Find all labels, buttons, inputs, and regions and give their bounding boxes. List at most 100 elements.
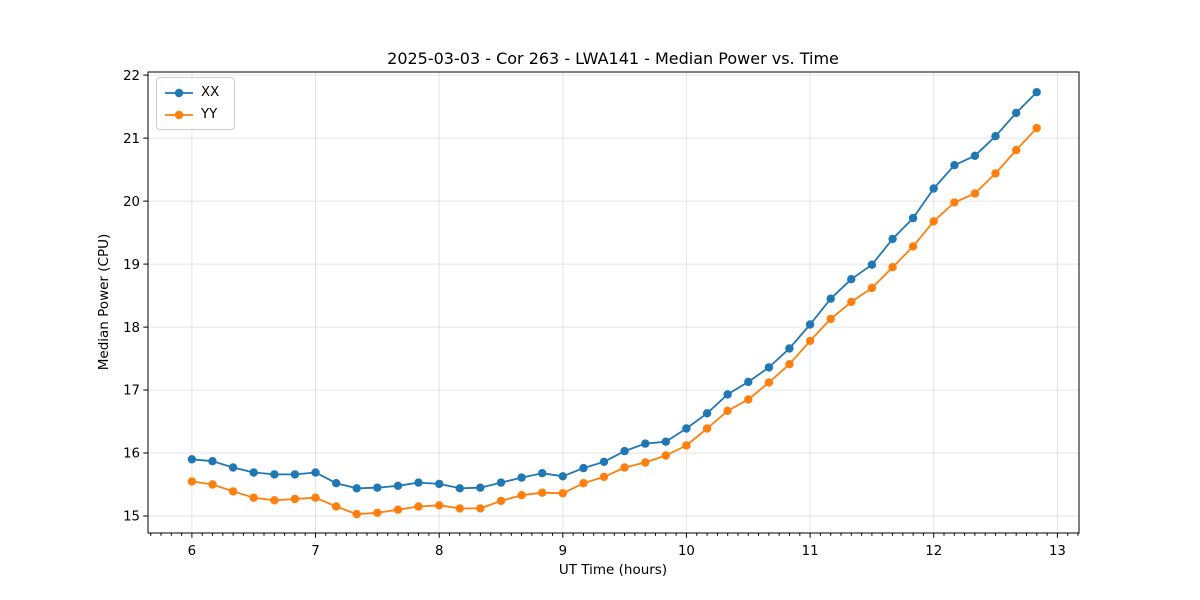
data-point-yy [888,263,897,272]
x-tick-label: 6 [188,544,196,559]
data-point-yy [270,496,279,505]
data-point-xx [579,463,588,473]
y-tick-label: 20 [123,195,140,210]
series-line-xx [191,91,1038,490]
x-tick-label: 10 [678,544,695,559]
legend-label-yy: YY [201,107,218,122]
data-point-xx [476,483,485,492]
data-point-xx [208,457,217,466]
data-point-yy [702,424,712,433]
data-point-yy [352,509,361,519]
x-tick-label: 9 [559,544,567,559]
data-point-xx [991,132,1000,141]
data-point-xx [496,478,506,487]
data-point-xx [682,424,691,433]
data-point-yy [764,378,774,387]
data-point-xx [270,470,279,479]
data-point-yy [496,496,506,506]
data-point-yy [476,504,485,513]
data-point-yy [991,169,1000,178]
data-point-xx [249,468,258,477]
data-point-xx [332,479,341,488]
data-point-yy [579,479,588,488]
x-tick-label: 8 [435,544,443,559]
data-point-xx [414,478,423,487]
data-point-yy [373,508,382,517]
y-tick-label: 16 [123,447,140,462]
data-point-yy [558,489,567,498]
data-point-yy [785,360,794,369]
data-point-xx [558,472,567,481]
data-point-yy [620,463,629,472]
legend-label-xx: XX [201,85,220,100]
data-point-xx [517,473,526,482]
data-point-yy [599,472,609,482]
data-point-yy [311,493,320,502]
data-point-xx [641,439,650,448]
data-point-xx [1032,88,1041,97]
data-point-xx [764,363,774,372]
data-point-xx [435,479,444,489]
legend-line-yy-icon [165,110,193,119]
data-point-yy [290,494,300,504]
data-point-yy [847,297,856,307]
axes-spines [147,71,1080,534]
data-point-yy [744,395,753,404]
data-point-yy [682,441,691,450]
data-point-xx [290,470,300,479]
data-point-xx [1012,108,1021,118]
data-point-yy [332,502,341,511]
data-point-xx [950,161,959,170]
data-point-xx [929,184,938,193]
data-point-yy [249,493,258,502]
data-point-yy [435,501,444,510]
data-point-yy [805,336,815,346]
data-point-yy [908,242,918,251]
data-point-xx [393,481,403,490]
chart-title: 2025-03-03 - Cor 263 - LWA141 - Median P… [387,49,839,68]
data-point-xx [538,469,547,478]
data-point-yy [455,504,464,513]
y-tick-label: 18 [123,321,140,336]
data-point-xx [826,294,835,303]
data-point-xx [888,234,897,244]
data-point-yy [538,488,547,497]
data-point-xx [908,213,918,223]
data-point-yy [723,406,732,415]
data-point-xx [352,484,361,493]
data-point-yy [208,480,217,489]
data-point-yy [187,477,197,486]
data-point-yy [950,198,959,207]
data-point-xx [187,455,197,464]
data-point-xx [867,260,877,269]
x-axis-label: UT Time (hours) [558,562,668,578]
data-point-yy [929,217,938,226]
y-tick-label: 22 [123,69,140,84]
legend-item-yy: YY [164,105,226,124]
data-point-yy [1012,145,1021,155]
data-point-yy [867,283,877,293]
y-axis-label: Median Power (CPU) [96,233,112,371]
data-point-xx [455,484,464,493]
x-tick-label: 7 [311,544,319,559]
data-point-yy [393,505,403,514]
data-point-yy [414,502,423,511]
x-tick-label: 11 [802,544,819,559]
data-point-yy [228,487,238,496]
data-point-xx [661,437,670,446]
data-point-xx [620,446,629,456]
y-tick-label: 15 [123,510,140,525]
data-point-xx [970,151,980,160]
data-point-xx [373,483,382,492]
legend-item-xx: XX [164,83,226,102]
legend-line-xx-icon [165,88,193,97]
data-point-xx [805,320,815,329]
y-tick-label: 19 [123,258,140,273]
y-tick-label: 17 [123,384,140,399]
data-point-xx [723,390,732,399]
data-point-yy [517,491,526,500]
data-point-xx [785,344,794,353]
data-point-xx [744,377,753,387]
y-tick-label: 21 [123,132,140,147]
